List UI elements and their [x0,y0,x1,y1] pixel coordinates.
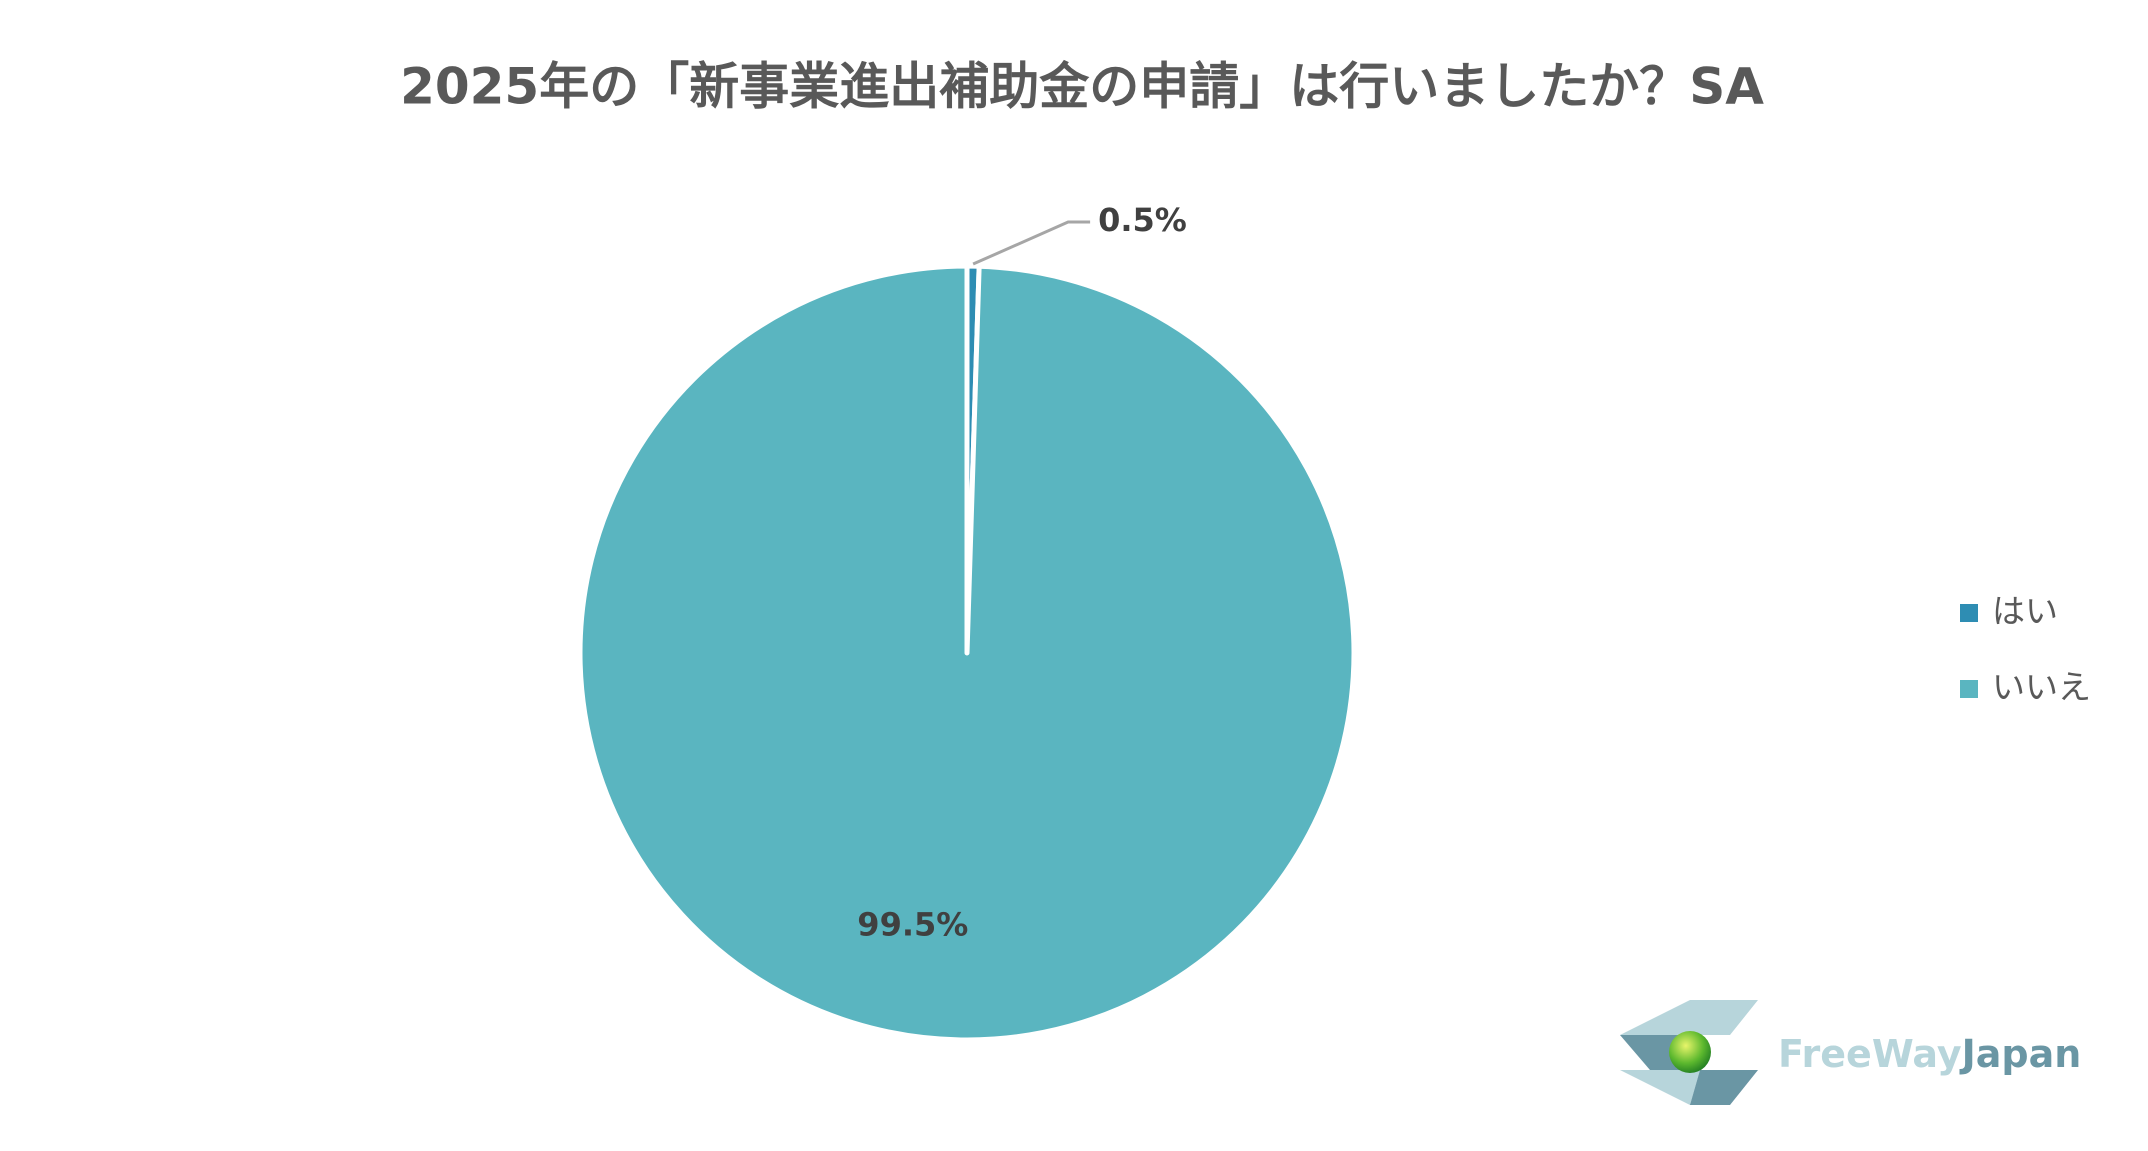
logo-text-part: Japan [1959,1032,2082,1076]
logo-text-part: FreeWay [1778,1032,1962,1076]
chart-title: 2025年の「新事業進出補助金の申請」は行いましたか？SA [400,58,1764,116]
logo-text: FreeWayJapan [1778,1032,2081,1076]
logo-shape [1690,1070,1758,1105]
leader-line [972,220,1091,266]
pie-slice [577,263,1357,1043]
logo-shape [1620,1000,1758,1035]
legend-label: いいえ [1992,668,2091,707]
data-label: 99.5% [857,905,968,943]
legend-label: はい [1992,592,2058,631]
logo-ball [1669,1031,1711,1073]
logo-shape [1620,1070,1700,1105]
data-label: 0.5% [1098,201,1187,239]
legend-swatch [1960,680,1978,698]
legend-swatch [1960,604,1978,622]
logo: FreeWayJapan [1620,1000,2081,1105]
